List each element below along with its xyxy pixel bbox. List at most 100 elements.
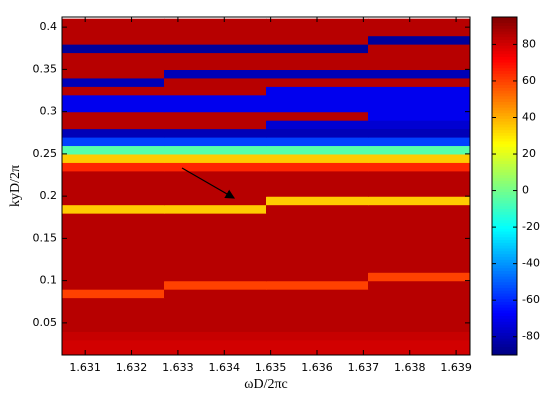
heatmap-cell [266, 322, 369, 332]
heatmap-cell [62, 128, 165, 138]
heatmap-cell [266, 35, 369, 45]
heatmap-cell [368, 221, 470, 231]
heatmap-cell [164, 280, 267, 290]
x-tick-label: 1.631 [69, 361, 101, 374]
colorbar-swatch [492, 315, 517, 319]
heatmap-cell [164, 297, 267, 307]
y-tick-label: 0.35 [33, 62, 58, 75]
colorbar-swatch [492, 231, 517, 235]
heatmap-cell [266, 27, 369, 37]
colorbar-swatch [492, 157, 517, 162]
colorbar-tick-label: -80 [522, 330, 540, 343]
heatmap-cell [266, 145, 369, 155]
heatmap-cell [62, 120, 165, 130]
heatmap-cell [62, 52, 165, 62]
colorbar-swatch [492, 171, 517, 176]
heatmap-cell [62, 305, 165, 316]
heatmap-cell [266, 153, 369, 163]
colorbar-swatch [492, 239, 517, 243]
colorbar-swatch [492, 126, 517, 131]
colorbar-swatch [492, 180, 517, 184]
colorbar-tick-label: -20 [522, 220, 540, 233]
colorbar-swatch [492, 324, 517, 328]
colorbar-tick-label: 80 [522, 37, 536, 50]
heatmap-cell [266, 331, 369, 341]
heatmap-cells [62, 18, 470, 355]
colorbar-swatch [492, 278, 517, 283]
colorbar-swatch [492, 191, 517, 195]
colorbar-swatch [492, 104, 517, 108]
colorbar-tick-label: -60 [522, 293, 540, 306]
colorbar-swatch [492, 17, 517, 21]
colorbar-swatch [492, 200, 517, 204]
colorbar-swatch [492, 281, 517, 286]
x-tick-label: 1.632 [116, 361, 148, 374]
colorbar-swatch [492, 73, 517, 77]
heatmap-cell [266, 263, 369, 273]
heatmap-cell [368, 229, 470, 239]
heatmap-cell [62, 86, 165, 96]
colorbar-swatch [492, 202, 517, 207]
colorbar-swatch [492, 22, 517, 26]
heatmap-cell [368, 263, 470, 273]
colorbar-swatch [492, 225, 517, 229]
colorbar-swatch [492, 295, 517, 300]
heatmap-cell [368, 179, 470, 189]
heatmap-cell [164, 255, 267, 265]
x-tick-label: 1.637 [348, 361, 380, 374]
colorbar-swatch [492, 76, 517, 80]
colorbar-swatch [492, 36, 517, 41]
colorbar-swatch [492, 293, 517, 297]
colorbar-swatch [492, 93, 517, 97]
heatmap-cell [164, 213, 267, 223]
heatmap-cell [164, 289, 267, 299]
heatmap-cell [266, 44, 369, 54]
heatmap-cell [368, 246, 470, 256]
heatmap-cell [164, 86, 267, 96]
y-tick-label: 0.2 [40, 189, 58, 202]
heatmap-cell [266, 229, 369, 239]
heatmap-cell [62, 69, 165, 79]
colorbar-swatch [492, 343, 517, 348]
colorbar-swatch [492, 264, 517, 269]
colorbar-swatch [492, 242, 517, 246]
heatmap-cell [266, 94, 369, 104]
heatmap-cell [368, 136, 470, 147]
colorbar-swatch [492, 245, 517, 249]
heatmap-cell [266, 221, 369, 231]
heatmap-cell [62, 272, 165, 282]
heatmap-cell [62, 322, 165, 332]
heatmap-cell [62, 77, 165, 87]
heatmap-cell [368, 94, 470, 104]
colorbar-swatch [492, 143, 517, 148]
x-axis-label: ωD/2πc [244, 377, 288, 392]
heatmap-cell [266, 120, 369, 130]
heatmap-cell [164, 111, 267, 121]
colorbar-swatch [492, 174, 517, 179]
colorbar-swatch [492, 318, 517, 322]
colorbar-swatch [492, 205, 517, 210]
colorbar-swatch [492, 19, 517, 24]
colorbar-swatch [492, 352, 517, 356]
heatmap-cell [368, 162, 470, 172]
heatmap-cell [368, 170, 470, 180]
colorbar-swatch [492, 267, 517, 271]
heatmap-cell [368, 69, 470, 79]
heatmap-cell [266, 179, 369, 189]
colorbar-swatch [492, 70, 517, 74]
heatmap-cell [368, 153, 470, 163]
heatmap-cell [164, 314, 267, 324]
colorbar-swatch [492, 256, 517, 260]
y-tick-label: 0.25 [33, 147, 58, 160]
colorbar-swatch [492, 155, 517, 159]
heatmap-cell [164, 305, 267, 316]
x-tick-label: 1.635 [255, 361, 287, 374]
heatmap-cell [164, 35, 267, 45]
heatmap-cell [164, 221, 267, 231]
heatmap-cell [164, 179, 267, 189]
colorbar-swatch [492, 284, 517, 288]
heatmap-cell [164, 52, 267, 62]
heatmap-cell [266, 103, 369, 113]
heatmap-cell [368, 255, 470, 265]
y-axis-label: kyD/2π [8, 165, 23, 207]
